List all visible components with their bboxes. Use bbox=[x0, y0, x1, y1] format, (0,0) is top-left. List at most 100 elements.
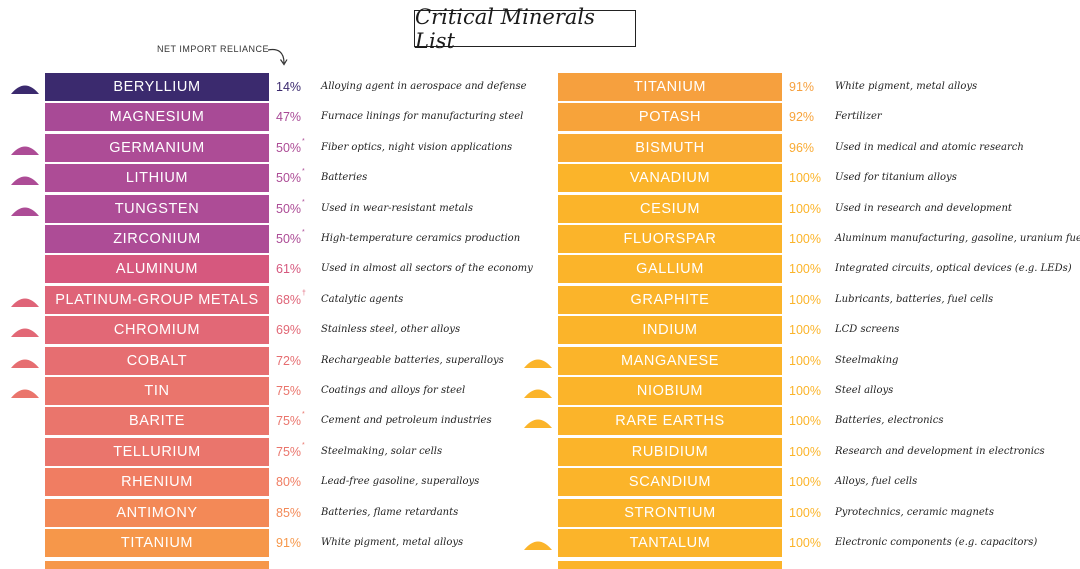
net-import-reliance-value: 100% bbox=[789, 262, 821, 276]
net-import-reliance-value: 50%* bbox=[276, 168, 305, 185]
net-import-reliance-value: 50%* bbox=[276, 229, 305, 246]
footnote-mark: * bbox=[302, 138, 305, 145]
chart-title: Critical Minerals List bbox=[414, 5, 636, 53]
mineral-use-text: Used in almost all sectors of the econom… bbox=[321, 263, 533, 274]
net-import-reliance-value: 75%* bbox=[276, 411, 305, 428]
mineral-name-bar: TELLURIUM bbox=[45, 438, 269, 466]
mineral-use-text: Cement and petroleum industries bbox=[321, 415, 492, 426]
table-row: BERYLLIUM 14% Alloying agent in aerospace … bbox=[0, 73, 1080, 101]
triangle-marker-icon bbox=[11, 176, 39, 185]
table-row: BARITE 75%* Cement and petroleum industrie… bbox=[0, 407, 1080, 435]
net-import-reliance-value: 91% bbox=[276, 536, 302, 550]
table-row: CESIUM 100% Used in research and developme… bbox=[0, 195, 1080, 223]
mineral-name-bar: TUNGSTEN bbox=[45, 195, 269, 223]
triangle-marker-icon bbox=[11, 207, 39, 216]
mineral-name-bar: RARE EARTHS bbox=[558, 407, 782, 435]
mineral-name-bar: MANGANESE bbox=[558, 347, 782, 375]
net-import-reliance-value: 100% bbox=[789, 445, 821, 459]
net-import-reliance-value: 100% bbox=[789, 414, 821, 428]
net-import-reliance-value: 91% bbox=[789, 80, 815, 94]
table-row: BISMUTH 96% Used in medical and atomic res… bbox=[0, 134, 1080, 162]
mineral-use-text: Batteries bbox=[321, 172, 368, 183]
net-import-reliance-value: 100% bbox=[789, 506, 821, 520]
mineral-name-bar: RHENIUM bbox=[45, 468, 269, 496]
net-import-reliance-value: 75% bbox=[276, 384, 302, 398]
mineral-name-bar: COBALT bbox=[45, 347, 269, 375]
mineral-use-text: Steelmaking bbox=[835, 355, 899, 366]
mineral-use-text: Used for titanium alloys bbox=[835, 172, 957, 183]
table-row: ALUMINUM 61% Used in almost all sectors of… bbox=[0, 255, 1080, 283]
table-row: CHROMIUM 69% Stainless steel, other alloys bbox=[0, 316, 1080, 344]
mineral-use-text: LCD screens bbox=[835, 324, 900, 335]
table-row: TELLURIUM 75%* Steelmaking, solar cells bbox=[0, 438, 1080, 466]
mineral-use-text: Lubricants, batteries, fuel cells bbox=[835, 294, 994, 305]
mineral-name-bar: ALUMINUM bbox=[45, 255, 269, 283]
footnote-mark: * bbox=[302, 442, 305, 449]
mineral-use-text: Used in medical and atomic research bbox=[835, 142, 1024, 153]
triangle-marker-icon bbox=[11, 298, 39, 307]
mineral-name-bar: BISMUTH bbox=[558, 134, 782, 162]
table-row: GERMANIUM 50%* Fiber optics, night vision … bbox=[0, 134, 1080, 162]
mineral-name-bar: VANADIUM bbox=[558, 164, 782, 192]
mineral-use-text: White pigment, metal alloys bbox=[835, 81, 978, 92]
footnote-mark: * bbox=[302, 411, 305, 418]
table-row: TITANIUM 91% White pigment, metal alloys bbox=[0, 73, 1080, 101]
table-row: LITHIUM 50%* Batteries bbox=[0, 164, 1080, 192]
mineral-name-bar: BARITE bbox=[45, 407, 269, 435]
mineral-use-text: Batteries, electronics bbox=[835, 415, 944, 426]
mineral-use-text: White pigment, metal alloys bbox=[321, 537, 464, 548]
footnote-mark: * bbox=[302, 229, 305, 236]
mineral-use-text: Pyrotechnics, ceramic magnets bbox=[835, 507, 994, 518]
mineral-name-bar: INDIUM bbox=[558, 316, 782, 344]
net-import-reliance-value: 100% bbox=[789, 232, 821, 246]
footnote-mark: † bbox=[302, 290, 306, 297]
mineral-name-bar: TIN bbox=[45, 377, 269, 405]
table-row: COBALT 72% Rechargeable batteries, superal… bbox=[0, 347, 1080, 375]
mineral-name-bar: POTASH bbox=[558, 103, 782, 131]
net-import-reliance-value: 100% bbox=[789, 384, 821, 398]
mineral-use-text: Aluminum manufacturing, gasoline, uraniu… bbox=[835, 233, 1080, 244]
mineral-use-text: Fiber optics, night vision applications bbox=[321, 142, 513, 153]
table-row: SCANDIUM 100% Alloys, fuel cells bbox=[0, 468, 1080, 496]
table-row: PLATINUM-GROUP METALS 68%† Catalytic agent… bbox=[0, 286, 1080, 314]
mineral-name-bar: MAGNESIUM bbox=[45, 103, 269, 131]
net-import-reliance-value: 80% bbox=[276, 475, 302, 489]
mineral-use-text: Research and development in electronics bbox=[835, 446, 1045, 457]
mineral-name-bar: ZIRCONIUM bbox=[45, 225, 269, 253]
table-row: TITANIUM 91% White pigment, metal alloys bbox=[0, 529, 1080, 557]
mineral-use-text: Steelmaking, solar cells bbox=[321, 446, 443, 457]
mineral-use-text: Used in research and development bbox=[835, 203, 1012, 214]
mineral-use-text: Integrated circuits, optical devices (e.… bbox=[835, 263, 1072, 274]
table-row: RHENIUM 80% Lead-free gasoline, superalloy… bbox=[0, 468, 1080, 496]
net-import-reliance-value: 100% bbox=[789, 536, 821, 550]
net-import-reliance-value: 68%† bbox=[276, 290, 306, 307]
table-row: ANTIMONY 85% Batteries, flame retardants bbox=[0, 499, 1080, 527]
mineral-name-bar: SCANDIUM bbox=[558, 468, 782, 496]
table-row: TUNGSTEN 50%* Used in wear-resistant metal… bbox=[0, 195, 1080, 223]
mineral-use-text: Furnace linings for manufacturing steel bbox=[321, 111, 524, 122]
mineral-use-text: Rechargeable batteries, superalloys bbox=[321, 355, 504, 366]
mineral-name-bar: TITANIUM bbox=[45, 529, 269, 557]
net-import-reliance-value: 47% bbox=[276, 110, 302, 124]
mineral-name-bar: RUBIDIUM bbox=[558, 438, 782, 466]
net-import-reliance-value: 100% bbox=[789, 202, 821, 216]
mineral-name-bar: LITHIUM bbox=[45, 164, 269, 192]
mineral-use-text: High-temperature ceramics production bbox=[321, 233, 521, 244]
triangle-marker-icon bbox=[524, 541, 552, 550]
triangle-marker-icon bbox=[11, 146, 39, 155]
mineral-use-text: Alloys, fuel cells bbox=[835, 476, 918, 487]
table-row: POTASH 92% Fertilizer bbox=[0, 103, 1080, 131]
next-row-bar-partial bbox=[45, 561, 269, 569]
triangle-marker-icon bbox=[524, 359, 552, 368]
net-import-reliance-value: 100% bbox=[789, 293, 821, 307]
triangle-marker-icon bbox=[524, 389, 552, 398]
table-row: INDIUM 100% LCD screens bbox=[0, 316, 1080, 344]
net-import-reliance-value: 50%* bbox=[276, 138, 305, 155]
net-import-reliance-value: 100% bbox=[789, 354, 821, 368]
mineral-name-bar: PLATINUM-GROUP METALS bbox=[45, 286, 269, 314]
table-row: GALLIUM 100% Integrated circuits, optical … bbox=[0, 255, 1080, 283]
table-row: GRAPHITE 100% Lubricants, batteries, fuel … bbox=[0, 286, 1080, 314]
triangle-marker-icon bbox=[524, 419, 552, 428]
mineral-name-bar: TITANIUM bbox=[558, 73, 782, 101]
net-import-reliance-value: 96% bbox=[789, 141, 815, 155]
